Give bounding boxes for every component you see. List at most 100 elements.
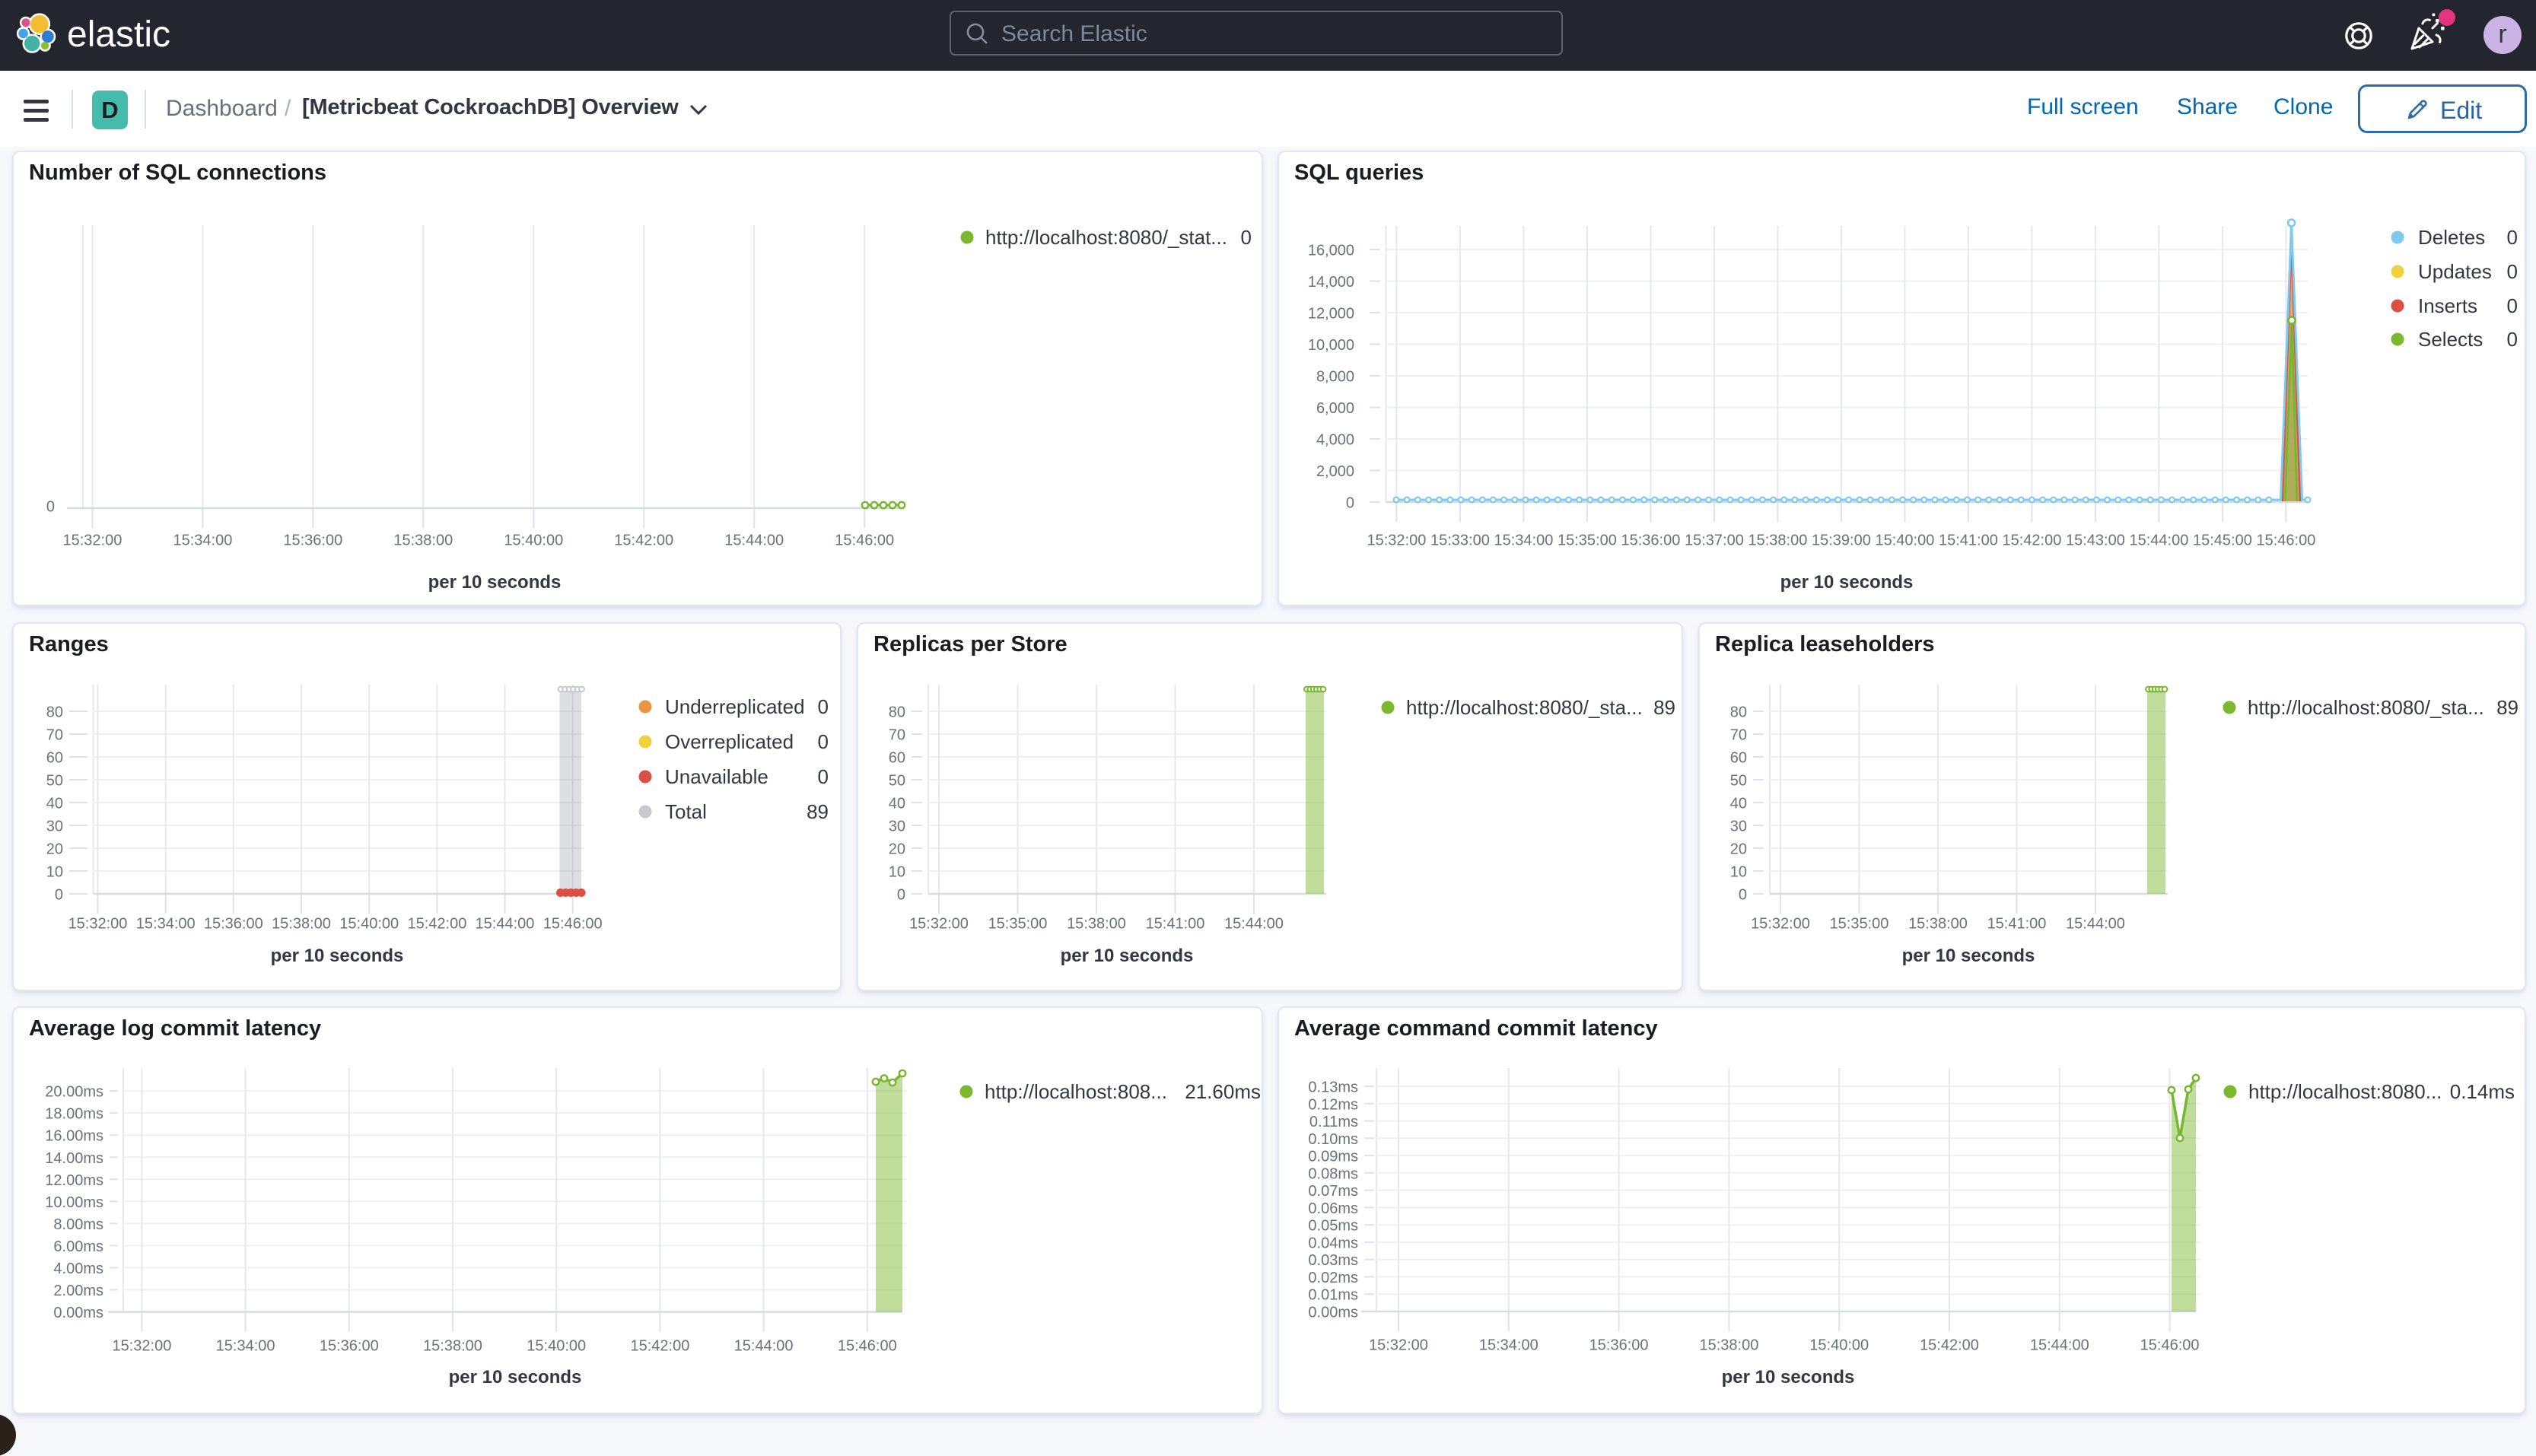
svg-text:0.09ms: 0.09ms bbox=[1308, 1149, 1358, 1165]
svg-text:20.00ms: 20.00ms bbox=[45, 1084, 103, 1101]
svg-text:0.05ms: 0.05ms bbox=[1308, 1218, 1358, 1235]
svg-text:15:44:00: 15:44:00 bbox=[2030, 1337, 2089, 1354]
svg-text:15:44:00: 15:44:00 bbox=[734, 1338, 794, 1355]
svg-text:Selects: Selects bbox=[2418, 328, 2483, 351]
svg-text:0.08ms: 0.08ms bbox=[1308, 1165, 1358, 1182]
svg-text:0: 0 bbox=[897, 887, 905, 904]
svg-text:0: 0 bbox=[2507, 328, 2518, 351]
svg-text:15:43:00: 15:43:00 bbox=[2066, 532, 2125, 549]
svg-text:40: 40 bbox=[1730, 796, 1747, 812]
svg-text:8.00ms: 8.00ms bbox=[53, 1216, 103, 1233]
svg-text:50: 50 bbox=[1730, 773, 1747, 790]
svg-text:12.00ms: 12.00ms bbox=[45, 1172, 103, 1189]
svg-text:15:32:00: 15:32:00 bbox=[1369, 1337, 1428, 1354]
svg-text:0.12ms: 0.12ms bbox=[1308, 1096, 1358, 1113]
svg-text:50: 50 bbox=[46, 773, 63, 790]
svg-text:30: 30 bbox=[46, 819, 63, 835]
svg-text:0: 0 bbox=[2507, 294, 2518, 317]
svg-text:15:44:00: 15:44:00 bbox=[1224, 916, 1284, 933]
svg-text:Deletes: Deletes bbox=[2418, 226, 2485, 249]
svg-text:15:44:00: 15:44:00 bbox=[2066, 916, 2125, 933]
svg-text:20: 20 bbox=[889, 841, 905, 858]
svg-text:50: 50 bbox=[889, 773, 905, 790]
svg-text:0.00ms: 0.00ms bbox=[53, 1305, 103, 1321]
svg-text:15:46:00: 15:46:00 bbox=[543, 916, 603, 933]
svg-text:15:46:00: 15:46:00 bbox=[2256, 532, 2315, 549]
svg-text:15:42:00: 15:42:00 bbox=[407, 916, 466, 933]
svg-text:15:34:00: 15:34:00 bbox=[136, 916, 196, 933]
svg-text:Total: Total bbox=[665, 800, 707, 823]
svg-text:15:36:00: 15:36:00 bbox=[320, 1338, 379, 1355]
svg-text:0: 0 bbox=[818, 765, 829, 788]
svg-text:0: 0 bbox=[818, 730, 829, 753]
svg-text:10: 10 bbox=[1730, 864, 1747, 881]
svg-text:89: 89 bbox=[2496, 696, 2518, 719]
svg-text:15:36:00: 15:36:00 bbox=[1621, 532, 1680, 549]
svg-text:6.00ms: 6.00ms bbox=[53, 1238, 103, 1255]
svg-text:0: 0 bbox=[818, 695, 829, 718]
svg-text:15:32:00: 15:32:00 bbox=[1367, 532, 1426, 549]
svg-text:15:34:00: 15:34:00 bbox=[216, 1338, 275, 1355]
svg-text:40: 40 bbox=[889, 796, 905, 812]
svg-text:0: 0 bbox=[2507, 226, 2518, 249]
svg-text:15:44:00: 15:44:00 bbox=[2129, 532, 2188, 549]
svg-text:12,000: 12,000 bbox=[1308, 306, 1354, 323]
svg-text:2.00ms: 2.00ms bbox=[53, 1283, 103, 1299]
svg-text:0: 0 bbox=[55, 887, 63, 904]
svg-text:15:34:00: 15:34:00 bbox=[173, 532, 232, 549]
svg-text:0: 0 bbox=[1346, 495, 1354, 512]
svg-text:80: 80 bbox=[46, 704, 63, 721]
svg-text:15:44:00: 15:44:00 bbox=[476, 916, 535, 933]
svg-text:80: 80 bbox=[889, 704, 905, 721]
svg-text:15:32:00: 15:32:00 bbox=[68, 916, 128, 933]
svg-text:Updates: Updates bbox=[2418, 260, 2492, 283]
svg-text:0.10ms: 0.10ms bbox=[1308, 1131, 1358, 1148]
svg-text:0.03ms: 0.03ms bbox=[1308, 1252, 1358, 1269]
svg-text:15:36:00: 15:36:00 bbox=[283, 532, 342, 549]
svg-text:15:34:00: 15:34:00 bbox=[1479, 1337, 1538, 1354]
svg-text:15:32:00: 15:32:00 bbox=[909, 916, 969, 933]
svg-text:10,000: 10,000 bbox=[1308, 337, 1354, 354]
svg-text:89: 89 bbox=[1653, 696, 1675, 719]
svg-text:http://localhost:8080/_sta...: http://localhost:8080/_sta... bbox=[2248, 696, 2484, 719]
svg-text:15:36:00: 15:36:00 bbox=[1589, 1337, 1649, 1354]
svg-text:15:36:00: 15:36:00 bbox=[204, 916, 263, 933]
svg-text:80: 80 bbox=[1730, 704, 1747, 721]
svg-text:15:41:00: 15:41:00 bbox=[1987, 916, 2047, 933]
svg-text:0: 0 bbox=[2507, 260, 2518, 283]
svg-text:15:45:00: 15:45:00 bbox=[2193, 532, 2252, 549]
svg-text:0.01ms: 0.01ms bbox=[1308, 1287, 1358, 1304]
svg-text:0.00ms: 0.00ms bbox=[1308, 1305, 1358, 1321]
svg-text:http://localhost:808...: http://localhost:808... bbox=[985, 1080, 1167, 1103]
svg-text:per 10 seconds: per 10 seconds bbox=[428, 572, 562, 593]
svg-text:14.00ms: 14.00ms bbox=[45, 1150, 103, 1167]
svg-text:15:40:00: 15:40:00 bbox=[504, 532, 563, 549]
svg-text:per 10 seconds: per 10 seconds bbox=[1722, 1367, 1855, 1388]
svg-text:0: 0 bbox=[1241, 226, 1252, 249]
svg-text:15:46:00: 15:46:00 bbox=[2140, 1337, 2200, 1354]
svg-text:30: 30 bbox=[1730, 819, 1747, 835]
svg-text:15:38:00: 15:38:00 bbox=[423, 1338, 482, 1355]
svg-text:0.02ms: 0.02ms bbox=[1308, 1270, 1358, 1286]
svg-text:per 10 seconds: per 10 seconds bbox=[1902, 946, 2035, 966]
svg-text:2,000: 2,000 bbox=[1316, 463, 1354, 480]
svg-text:6,000: 6,000 bbox=[1316, 400, 1354, 417]
svg-text:15:32:00: 15:32:00 bbox=[112, 1338, 171, 1355]
svg-text:15:33:00: 15:33:00 bbox=[1430, 532, 1490, 549]
svg-text:15:38:00: 15:38:00 bbox=[1067, 916, 1126, 933]
svg-text:40: 40 bbox=[46, 796, 63, 812]
svg-text:60: 60 bbox=[46, 750, 63, 767]
svg-text:0.13ms: 0.13ms bbox=[1308, 1079, 1358, 1096]
svg-text:15:38:00: 15:38:00 bbox=[1748, 532, 1807, 549]
svg-text:per 10 seconds: per 10 seconds bbox=[271, 946, 404, 966]
svg-text:60: 60 bbox=[889, 750, 905, 767]
svg-text:per 10 seconds: per 10 seconds bbox=[1061, 946, 1194, 966]
svg-text:15:42:00: 15:42:00 bbox=[630, 1338, 689, 1355]
svg-text:0.04ms: 0.04ms bbox=[1308, 1235, 1358, 1251]
svg-text:30: 30 bbox=[889, 819, 905, 835]
svg-text:10: 10 bbox=[46, 864, 63, 881]
svg-text:15:32:00: 15:32:00 bbox=[62, 532, 122, 549]
svg-text:20: 20 bbox=[46, 841, 63, 858]
svg-text:http://localhost:8080/_stat...: http://localhost:8080/_stat... bbox=[985, 226, 1227, 249]
svg-text:15:40:00: 15:40:00 bbox=[1809, 1337, 1869, 1354]
